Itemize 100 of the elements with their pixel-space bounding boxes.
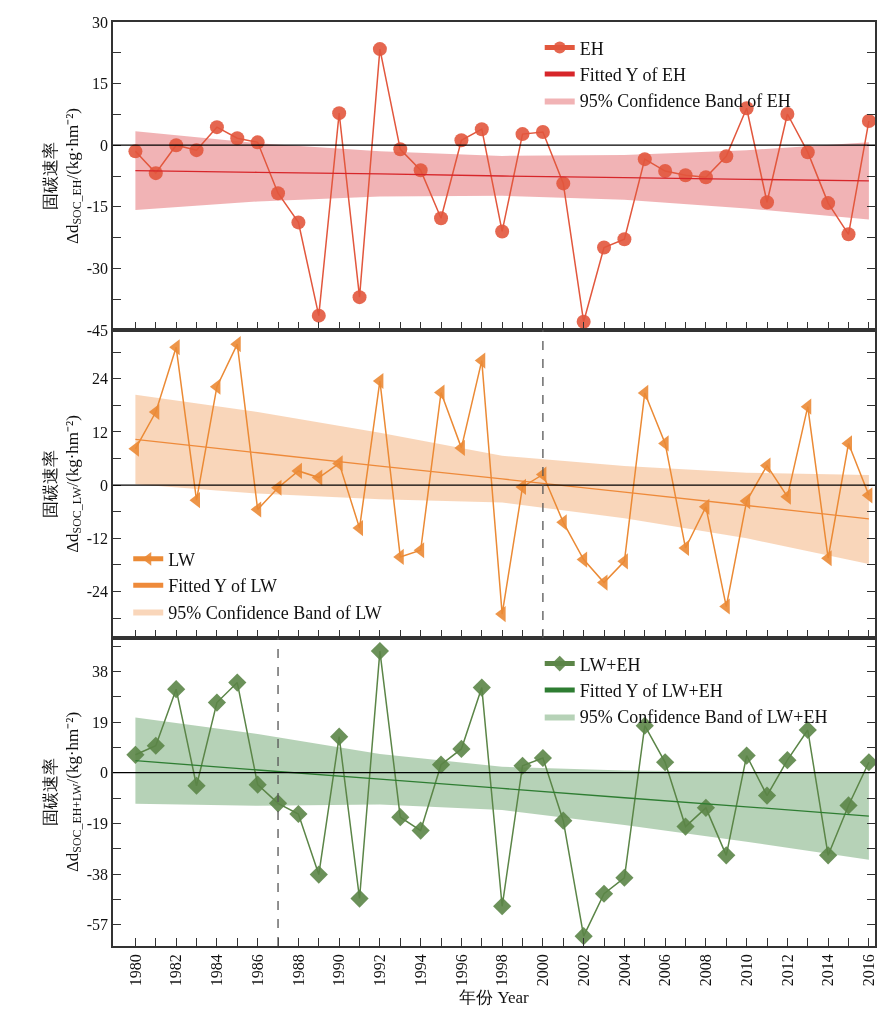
point	[350, 889, 369, 908]
y-tick-label: -24	[86, 583, 109, 601]
point	[411, 821, 430, 840]
y-tick-label: -30	[86, 260, 109, 277]
x-tick-label: 2004	[615, 954, 633, 987]
y-tick-label: -15	[86, 198, 109, 216]
point	[413, 542, 425, 559]
point	[391, 808, 410, 827]
point	[431, 755, 451, 774]
x-tick-label: 1980	[126, 954, 144, 987]
x-tick-label: 1984	[208, 954, 226, 987]
annotation: 95% Confidence Band of LW+EH	[579, 707, 828, 728]
point	[757, 786, 777, 805]
point	[209, 120, 224, 135]
x-tick-label: 1986	[248, 954, 266, 987]
point	[352, 520, 364, 537]
point	[861, 113, 875, 128]
point	[780, 106, 795, 121]
y-tick-label: 15	[92, 75, 109, 93]
point	[861, 487, 873, 504]
point	[839, 796, 858, 815]
x-axis-title: 年份 Year	[459, 988, 530, 1008]
point	[454, 133, 469, 148]
point	[615, 868, 634, 887]
legend-label: LW+EH	[579, 654, 641, 675]
point	[311, 469, 323, 486]
y-tick-label: 19	[92, 713, 109, 731]
point	[535, 125, 550, 140]
y-tick-label: 0	[100, 136, 109, 154]
point	[594, 884, 614, 903]
point	[719, 149, 734, 164]
x-tick-label: 2006	[656, 954, 674, 987]
y-tick-label: -38	[86, 865, 109, 883]
y-tick-label: 38	[92, 662, 109, 680]
point	[309, 865, 328, 884]
line-series	[134, 170, 870, 182]
point	[332, 106, 347, 121]
point	[169, 138, 184, 153]
x-tick-label: 1988	[289, 954, 307, 987]
y-tick-label: 0	[100, 764, 109, 782]
point	[576, 551, 588, 568]
point	[576, 314, 591, 329]
point	[187, 776, 206, 795]
point	[760, 195, 775, 210]
point	[696, 798, 715, 817]
point	[271, 186, 286, 201]
annotation: 95% Confidence Band of LW	[168, 602, 382, 623]
point	[656, 753, 675, 772]
point	[513, 756, 532, 775]
point	[474, 352, 486, 369]
x-tick-label: 1994	[411, 954, 429, 987]
point	[291, 215, 306, 230]
annotation: 95% Confidence Band of EH	[579, 91, 791, 112]
point	[658, 164, 673, 179]
point	[372, 42, 387, 57]
point	[617, 232, 632, 247]
point	[493, 897, 512, 916]
point	[370, 641, 389, 661]
point	[841, 227, 856, 242]
point	[474, 122, 489, 137]
point	[209, 378, 221, 395]
point	[574, 927, 593, 946]
point	[778, 751, 797, 770]
point	[821, 196, 836, 211]
point	[554, 811, 573, 830]
point	[393, 142, 408, 157]
point	[207, 693, 227, 712]
legend-label: EH	[579, 38, 604, 59]
point	[189, 492, 201, 509]
point	[452, 739, 471, 759]
y-tick-label: -45	[86, 321, 109, 339]
x-tick-label: 2002	[574, 954, 592, 987]
point	[230, 131, 245, 146]
point	[841, 435, 853, 452]
point	[800, 145, 815, 160]
point	[434, 211, 449, 226]
legend-label: LW	[168, 549, 195, 570]
point	[495, 224, 510, 239]
y-tick-label: -57	[86, 916, 109, 934]
point	[311, 308, 326, 323]
x-tick-label: 2014	[819, 954, 837, 987]
x-tick-label: 1982	[167, 954, 185, 987]
x-tick-label: 2012	[778, 954, 796, 987]
x-tick-label: 2000	[534, 954, 552, 987]
x-tick-label: 1990	[330, 954, 348, 987]
point	[167, 680, 186, 699]
y-tick-label: 24	[92, 370, 109, 388]
point	[352, 290, 367, 305]
y-tick-label: 30	[92, 13, 109, 31]
point	[676, 817, 695, 836]
point	[819, 846, 838, 865]
point	[556, 176, 571, 191]
point	[126, 745, 145, 764]
point	[533, 748, 552, 768]
x-tick-label: 1996	[452, 954, 470, 987]
point	[597, 240, 612, 255]
point	[717, 846, 736, 865]
legend-label: Fitted Y of LW	[168, 576, 278, 597]
y-tick-label: -19	[86, 814, 109, 832]
x-tick-label: 2016	[860, 954, 878, 987]
